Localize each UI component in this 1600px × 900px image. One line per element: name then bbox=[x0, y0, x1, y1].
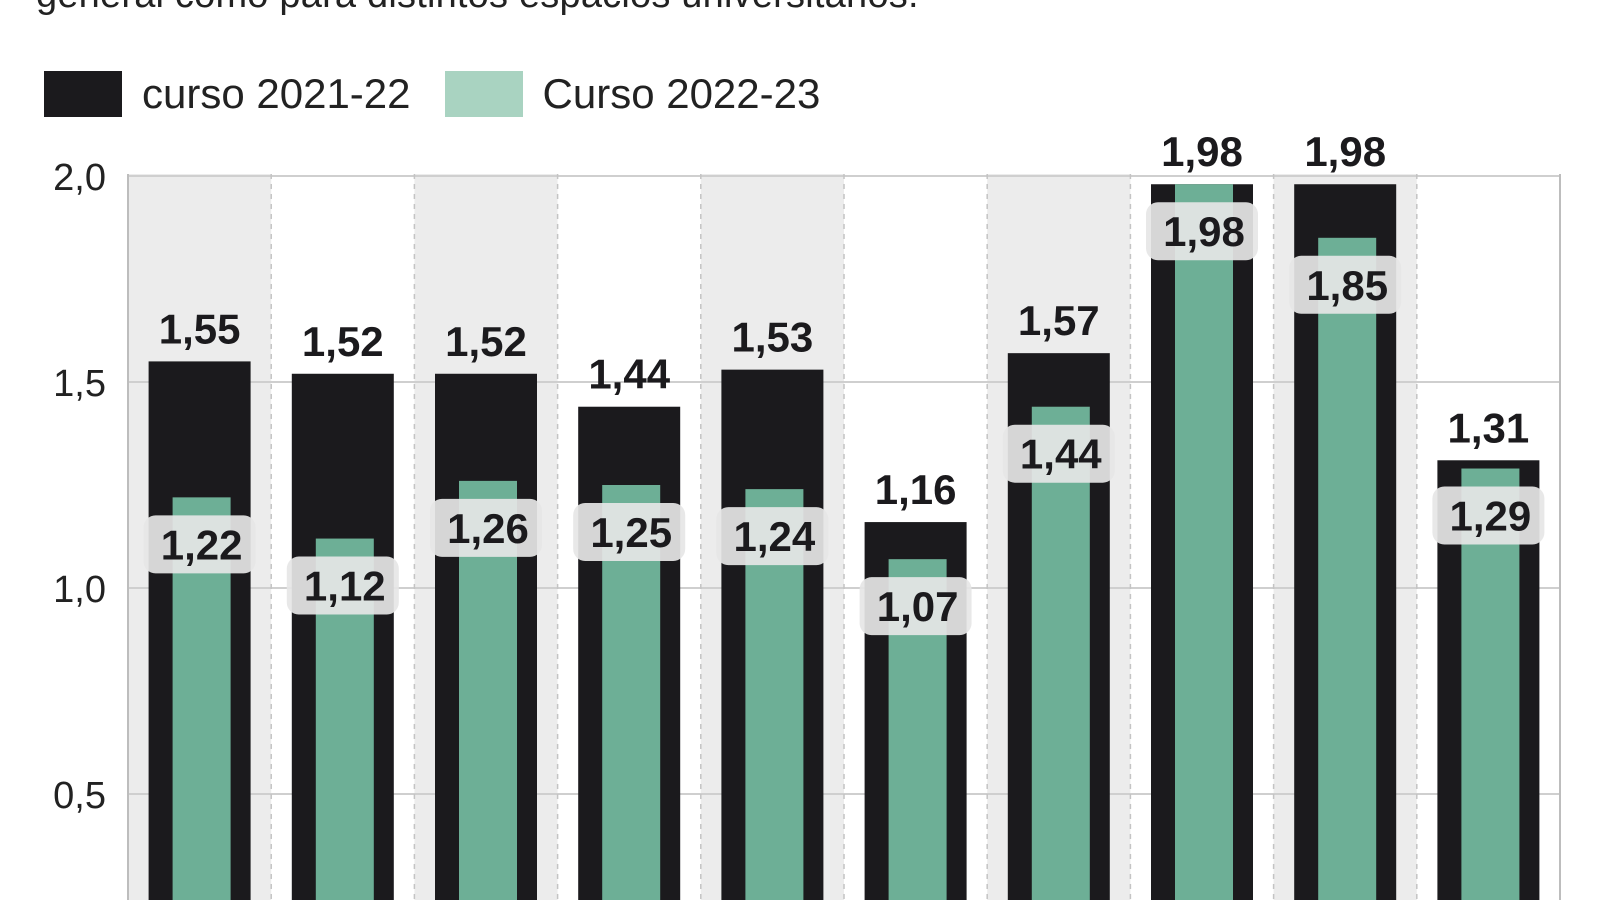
bar-2022-23 bbox=[1175, 184, 1233, 900]
data-label-2022-23: 1,22 bbox=[161, 521, 243, 568]
data-label-box-2022-23 bbox=[430, 498, 542, 557]
bar-2022-23 bbox=[1031, 406, 1090, 900]
legend-label-2021-22: curso 2021-22 bbox=[142, 70, 411, 117]
data-label-box-2022-23 bbox=[573, 503, 686, 561]
data-label-box-2022-23 bbox=[716, 507, 829, 566]
data-label-box-2022-23 bbox=[1002, 424, 1115, 483]
data-label-2022-23: 1,98 bbox=[1163, 208, 1245, 255]
y-tick-label: 0,5 bbox=[53, 775, 106, 817]
data-label-box-2022-23 bbox=[143, 515, 256, 574]
legend-label-2022-23: Curso 2022-23 bbox=[542, 70, 821, 117]
data-label-2021-22: 1,31 bbox=[1448, 404, 1530, 451]
data-label-box-2022-23 bbox=[1289, 255, 1402, 314]
data-label-2021-22: 1,16 bbox=[875, 466, 957, 513]
data-label-box-2022-23 bbox=[286, 556, 399, 615]
data-label-2021-22: 1,98 bbox=[1304, 128, 1386, 175]
data-label-2022-23: 1,12 bbox=[304, 563, 386, 610]
data-label-2021-22: 1,52 bbox=[445, 318, 527, 365]
legend-swatch-2022-23 bbox=[444, 71, 523, 117]
data-label-box-2022-23 bbox=[1146, 202, 1258, 261]
data-label-box-2022-23 bbox=[1432, 486, 1545, 545]
y-tick-label: 1,5 bbox=[53, 363, 106, 405]
data-label-2021-22: 1,52 bbox=[302, 318, 384, 365]
data-label-2022-23: 1,25 bbox=[590, 509, 672, 556]
y-tick-label: 2,0 bbox=[53, 157, 106, 199]
data-label-2021-22: 1,55 bbox=[159, 305, 241, 352]
legend-item-2021-22: curso 2021-22 bbox=[44, 70, 411, 118]
bar-2022-23 bbox=[1318, 237, 1377, 900]
data-label-2022-23: 1,24 bbox=[734, 513, 816, 560]
legend-swatch-2021-22 bbox=[44, 71, 122, 117]
data-label-2021-22: 1,57 bbox=[1018, 297, 1100, 344]
chart-subtitle: general como para distintos espacios uni… bbox=[36, 0, 919, 17]
data-label-2022-23: 1,44 bbox=[1020, 431, 1102, 478]
data-label-2022-23: 1,85 bbox=[1306, 262, 1388, 309]
data-label-2021-22: 1,44 bbox=[588, 351, 670, 398]
data-label-2021-22: 1,53 bbox=[732, 314, 814, 361]
data-label-2022-23: 1,26 bbox=[447, 505, 529, 552]
data-label-box-2022-23 bbox=[859, 577, 972, 636]
data-label-2022-23: 1,29 bbox=[1450, 493, 1532, 540]
data-label-2021-22: 1,98 bbox=[1161, 128, 1243, 175]
y-tick-label: 1,0 bbox=[53, 569, 106, 611]
legend-item-2022-23: Curso 2022-23 bbox=[444, 70, 821, 118]
chart-legend: curso 2021-22 Curso 2022-23 bbox=[44, 70, 854, 118]
data-label-2022-23: 1,07 bbox=[877, 583, 959, 630]
